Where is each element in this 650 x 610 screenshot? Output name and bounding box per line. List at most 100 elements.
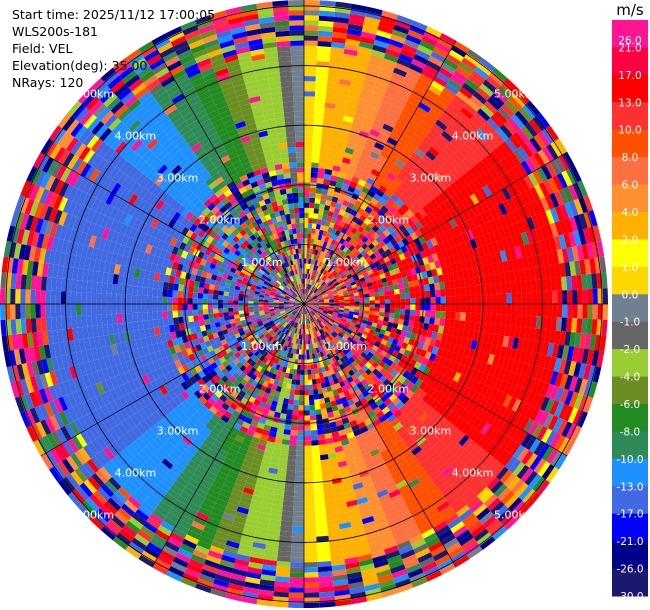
velocity-gate bbox=[439, 178, 450, 190]
velocity-gate bbox=[394, 62, 410, 73]
velocity-gate bbox=[384, 299, 391, 304]
velocity-gate bbox=[435, 205, 445, 216]
velocity-gate bbox=[507, 224, 517, 237]
velocity-gate bbox=[305, 273, 308, 279]
velocity-gate bbox=[304, 288, 306, 294]
velocity-gate bbox=[304, 0, 320, 6]
velocity-gate bbox=[526, 377, 536, 392]
velocity-gate bbox=[473, 163, 485, 176]
velocity-gate bbox=[324, 277, 330, 283]
velocity-gate bbox=[415, 304, 421, 311]
velocity-gate bbox=[304, 283, 307, 289]
velocity-gate bbox=[333, 113, 345, 121]
velocity-gate bbox=[347, 164, 357, 172]
velocity-gate bbox=[304, 273, 306, 279]
velocity-gate bbox=[394, 219, 403, 228]
velocity-gate bbox=[386, 43, 403, 54]
velocity-gate bbox=[315, 414, 323, 420]
velocity-gate bbox=[373, 39, 389, 49]
velocity-gate bbox=[509, 348, 518, 361]
velocity-gate bbox=[309, 248, 313, 254]
velocity-gate bbox=[283, 429, 291, 436]
velocity-gate bbox=[435, 225, 444, 235]
velocity-gate bbox=[300, 374, 304, 380]
velocity-gate bbox=[316, 545, 330, 552]
velocity-gate bbox=[308, 305, 314, 308]
velocity-gate bbox=[450, 153, 463, 165]
velocity-gate bbox=[450, 118, 464, 131]
velocity-gate bbox=[470, 115, 484, 129]
velocity-gate bbox=[468, 135, 481, 149]
velocity-gate bbox=[429, 317, 436, 325]
velocity-gate bbox=[431, 218, 441, 228]
velocity-gate bbox=[318, 308, 324, 312]
velocity-gate bbox=[369, 296, 375, 301]
velocity-gate bbox=[499, 124, 513, 139]
velocity-gate bbox=[366, 282, 373, 287]
velocity-gate bbox=[416, 244, 425, 253]
velocity-gate bbox=[404, 72, 420, 83]
velocity-gate bbox=[466, 49, 483, 63]
velocity-gate bbox=[508, 152, 521, 167]
velocity-gate bbox=[428, 55, 444, 68]
velocity-gate bbox=[395, 159, 406, 169]
velocity-gate bbox=[504, 325, 511, 337]
velocity-gate bbox=[362, 286, 369, 292]
velocity-gate bbox=[345, 236, 352, 243]
velocity-gate bbox=[519, 244, 528, 258]
velocity-gate bbox=[379, 225, 387, 233]
velocity-gate bbox=[319, 280, 325, 286]
velocity-gate bbox=[309, 409, 316, 416]
velocity-gate bbox=[374, 292, 380, 297]
velocity-gate bbox=[372, 181, 382, 190]
velocity-gate bbox=[397, 207, 406, 216]
velocity-gate bbox=[410, 115, 423, 126]
velocity-gate bbox=[304, 293, 307, 300]
velocity-gate bbox=[516, 207, 527, 221]
velocity-gate bbox=[582, 289, 588, 304]
velocity-gate bbox=[305, 294, 308, 300]
velocity-gate bbox=[351, 247, 358, 254]
velocity-gate bbox=[311, 253, 315, 260]
velocity-gate bbox=[442, 273, 450, 282]
velocity-gate bbox=[304, 521, 316, 527]
velocity-gate bbox=[402, 221, 411, 230]
velocity-gate bbox=[346, 273, 353, 279]
velocity-gate bbox=[482, 265, 490, 276]
velocity-gate bbox=[357, 262, 364, 269]
velocity-gate bbox=[304, 126, 314, 132]
velocity-gate bbox=[319, 224, 325, 231]
velocity-gate bbox=[536, 291, 543, 304]
velocity-gate bbox=[319, 300, 325, 303]
velocity-gate bbox=[367, 189, 376, 198]
velocity-gate bbox=[530, 315, 537, 329]
velocity-gate bbox=[285, 470, 296, 477]
velocity-gate bbox=[371, 124, 383, 133]
velocity-gate bbox=[354, 166, 364, 175]
velocity-gate bbox=[470, 304, 477, 314]
velocity-gate bbox=[330, 175, 339, 182]
velocity-gate bbox=[332, 26, 348, 34]
velocity-gate bbox=[338, 209, 346, 217]
velocity-gate bbox=[323, 307, 330, 310]
velocity-gate bbox=[501, 187, 512, 201]
velocity-gate bbox=[329, 305, 335, 308]
velocity-gate bbox=[363, 290, 370, 295]
velocity-gate bbox=[504, 347, 513, 360]
velocity-gate bbox=[363, 313, 370, 318]
velocity-gate bbox=[354, 306, 360, 310]
velocity-gate bbox=[405, 100, 418, 111]
velocity-gate bbox=[588, 210, 598, 227]
velocity-gate bbox=[359, 300, 365, 304]
velocity-gate bbox=[433, 100, 447, 112]
velocity-gate bbox=[518, 107, 533, 123]
velocity-gate bbox=[433, 354, 442, 364]
velocity-gate bbox=[339, 244, 346, 251]
velocity-gate bbox=[304, 187, 311, 193]
velocity-gate bbox=[310, 424, 318, 431]
velocity-gate bbox=[318, 444, 327, 451]
velocity-gate bbox=[554, 372, 564, 387]
velocity-gate bbox=[400, 151, 412, 161]
velocity-gate bbox=[288, 394, 295, 400]
velocity-gate bbox=[414, 291, 421, 299]
